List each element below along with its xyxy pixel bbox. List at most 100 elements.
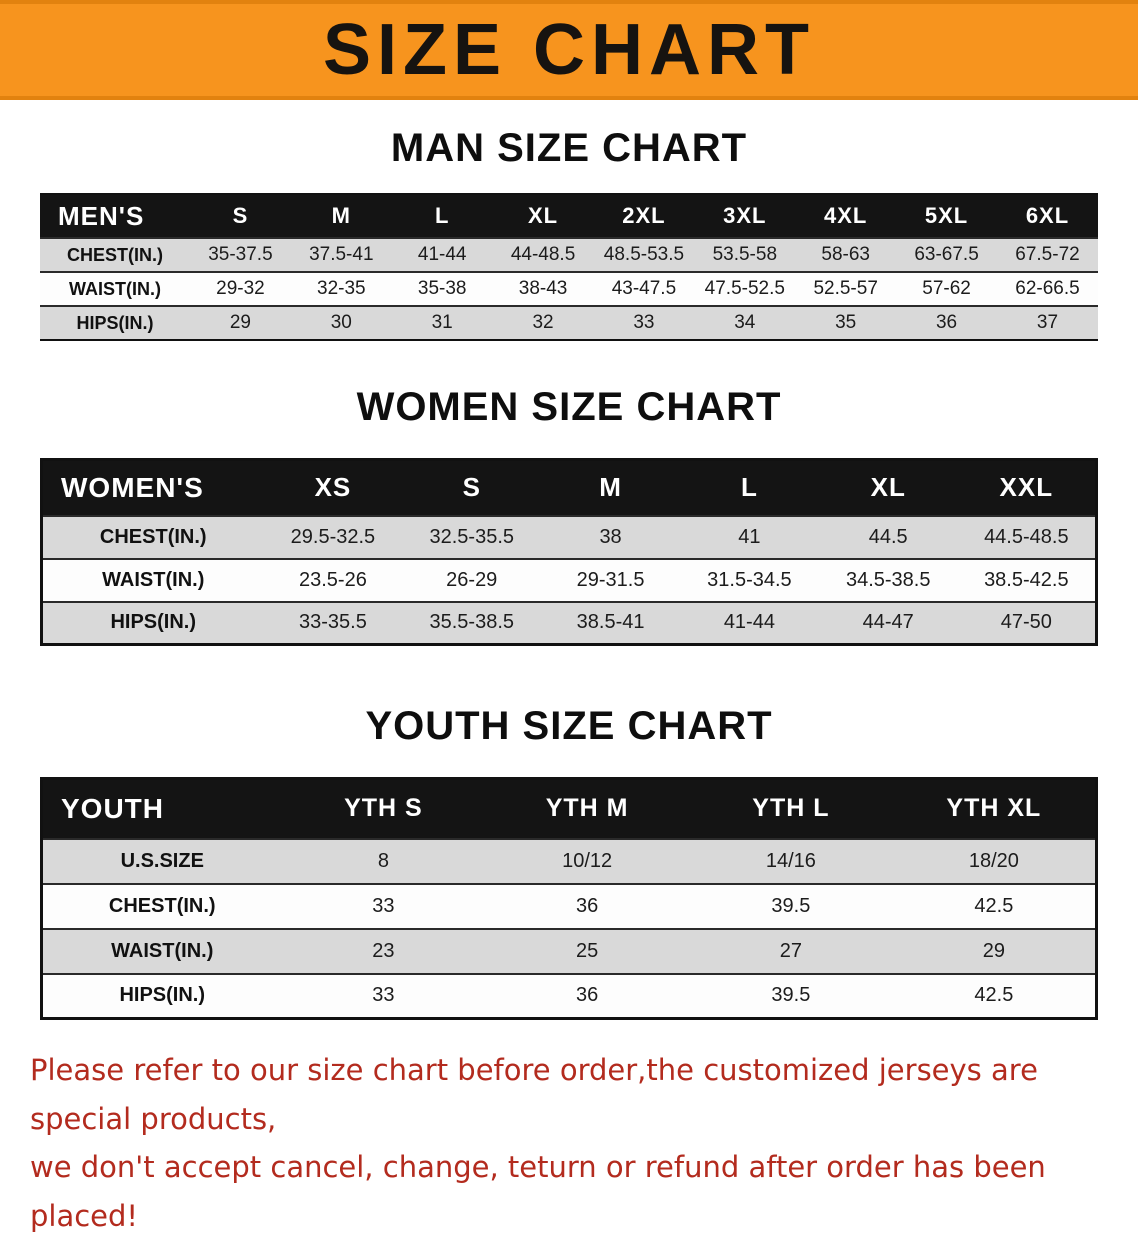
table-row: U.S.SIZE 8 10/12 14/16 18/20 — [41, 837, 1097, 884]
table-row: HIPS(IN.) 33-35.5 35.5-38.5 38.5-41 41-44 44-… — [41, 600, 1097, 645]
value-cell: 36 — [485, 882, 689, 929]
row-label-cell: WAIST(IN.) — [41, 557, 264, 602]
size-header-cell: M — [541, 459, 680, 516]
size-header-cell: XL — [492, 194, 594, 238]
value-cell: 32-35 — [290, 271, 392, 306]
value-cell: 27 — [689, 927, 893, 974]
table-row: WAIST(IN.) 23 25 27 29 — [41, 927, 1097, 974]
value-cell: 25 — [485, 927, 689, 974]
value-cell: 23 — [281, 927, 486, 974]
table-row: CHEST(IN.) 33 36 39.5 42.5 — [41, 882, 1097, 929]
value-cell: 18/20 — [892, 837, 1097, 884]
notice-line-1: Please refer to our size chart before or… — [30, 1053, 1038, 1136]
value-cell: 47.5-52.5 — [694, 271, 796, 306]
value-cell: 36 — [485, 972, 689, 1019]
value-cell: 52.5-57 — [795, 271, 897, 306]
value-cell: 26-29 — [402, 557, 542, 602]
value-cell: 23.5-26 — [263, 557, 403, 602]
men-size-table: MEN'S S M L XL 2XL 3XL 4XL 5XL 6XL CHEST(IN.) 35-37… — [40, 193, 1098, 341]
value-cell: 14/16 — [689, 837, 893, 884]
value-cell: 43-47.5 — [593, 271, 695, 306]
row-label-cell: U.S.SIZE — [41, 837, 282, 884]
size-header-cell: 5XL — [896, 194, 997, 238]
row-label-cell: CHEST(IN.) — [40, 237, 190, 272]
table-title-cell: YOUTH — [41, 778, 282, 839]
value-cell: 31.5-34.5 — [679, 557, 819, 602]
row-label-cell: WAIST(IN.) — [41, 927, 282, 974]
value-cell: 62-66.5 — [997, 271, 1098, 306]
value-cell: 35.5-38.5 — [402, 600, 542, 645]
table-header-row: WOMEN'S XS S M L XL XXL — [41, 459, 1097, 516]
table-title-cell: MEN'S — [40, 194, 190, 238]
value-cell: 29 — [190, 305, 291, 340]
value-cell: 41-44 — [679, 600, 819, 645]
value-cell: 29-32 — [190, 271, 291, 306]
men-section-heading: MAN SIZE CHART — [390, 126, 748, 170]
value-cell: 8 — [281, 837, 486, 884]
size-header-cell: 4XL — [795, 194, 897, 238]
size-header-cell: 3XL — [694, 194, 796, 238]
table-row: HIPS(IN.) 33 36 39.5 42.5 — [41, 972, 1097, 1019]
value-cell: 10/12 — [485, 837, 689, 884]
banner: SIZE CHART — [0, 0, 1138, 100]
value-cell: 38 — [541, 514, 680, 559]
value-cell: 38.5-41 — [541, 600, 680, 645]
size-header-cell: M — [290, 194, 392, 238]
value-cell: 41 — [679, 514, 819, 559]
row-label-cell: HIPS(IN.) — [41, 972, 282, 1019]
size-header-cell: L — [679, 459, 819, 516]
value-cell: 29 — [892, 927, 1097, 974]
row-label-cell: WAIST(IN.) — [40, 271, 190, 306]
table-header-row: YOUTH YTH S YTH M YTH L YTH XL — [41, 778, 1097, 839]
value-cell: 34 — [694, 305, 796, 340]
value-cell: 32 — [492, 305, 594, 340]
value-cell: 41-44 — [391, 237, 493, 272]
value-cell: 33-35.5 — [263, 600, 403, 645]
value-cell: 63-67.5 — [896, 237, 997, 272]
size-header-cell: YTH M — [485, 778, 689, 839]
value-cell: 38.5-42.5 — [957, 557, 1097, 602]
value-cell: 31 — [391, 305, 493, 340]
table-row: WAIST(IN.) 23.5-26 26-29 29-31.5 31.5-34.5 34… — [41, 557, 1097, 602]
size-header-cell: S — [402, 459, 542, 516]
size-header-cell: S — [190, 194, 291, 238]
value-cell: 42.5 — [892, 882, 1097, 929]
table-row: WAIST(IN.) 29-32 32-35 35-38 38-43 43-47.5 47.… — [40, 271, 1098, 306]
men-section: MAN SIZE CHART MEN'S S M L XL 2XL 3XL 4XL 5XL 6XL… — [0, 126, 1138, 341]
page-title: SIZE CHART — [323, 10, 815, 90]
table-header-row: MEN'S S M L XL 2XL 3XL 4XL 5XL 6XL — [40, 194, 1098, 238]
notice-line-2: we don't accept cancel, change, teturn o… — [30, 1150, 1046, 1234]
value-cell: 33 — [593, 305, 695, 340]
value-cell: 37.5-41 — [290, 237, 392, 272]
value-cell: 30 — [290, 305, 392, 340]
size-header-cell: YTH XL — [892, 778, 1097, 839]
table-row: CHEST(IN.) 29.5-32.5 32.5-35.5 38 41 44.5 44.5… — [41, 514, 1097, 559]
value-cell: 39.5 — [689, 972, 893, 1019]
value-cell: 35-37.5 — [190, 237, 291, 272]
size-header-cell: XS — [263, 459, 403, 516]
table-title-cell: WOMEN'S — [41, 459, 264, 516]
value-cell: 39.5 — [689, 882, 893, 929]
value-cell: 42.5 — [892, 972, 1097, 1019]
value-cell: 44.5 — [818, 514, 958, 559]
footer-notice: Please refer to our size chart before or… — [0, 1046, 1138, 1241]
row-label-cell: CHEST(IN.) — [41, 514, 264, 559]
youth-section: YOUTH SIZE CHART YOUTH YTH S YTH M YTH L YTH… — [0, 704, 1138, 1020]
value-cell: 33 — [281, 972, 486, 1019]
value-cell: 36 — [896, 305, 997, 340]
size-header-cell: 2XL — [593, 194, 695, 238]
value-cell: 57-62 — [896, 271, 997, 306]
size-header-cell: XXL — [957, 459, 1097, 516]
value-cell: 47-50 — [957, 600, 1097, 645]
row-label-cell: CHEST(IN.) — [41, 882, 282, 929]
value-cell: 33 — [281, 882, 486, 929]
women-size-table: WOMEN'S XS S M L XL XXL CHEST(IN.) 29.5-32.5 32.5… — [40, 458, 1098, 646]
value-cell: 35 — [795, 305, 897, 340]
youth-size-table: YOUTH YTH S YTH M YTH L YTH XL U.S.SIZE 8 10/12… — [40, 777, 1098, 1020]
value-cell: 53.5-58 — [694, 237, 796, 272]
size-header-cell: 6XL — [997, 194, 1098, 238]
youth-section-heading: YOUTH SIZE CHART — [365, 704, 773, 748]
value-cell: 44-47 — [818, 600, 958, 645]
size-header-cell: YTH S — [281, 778, 486, 839]
